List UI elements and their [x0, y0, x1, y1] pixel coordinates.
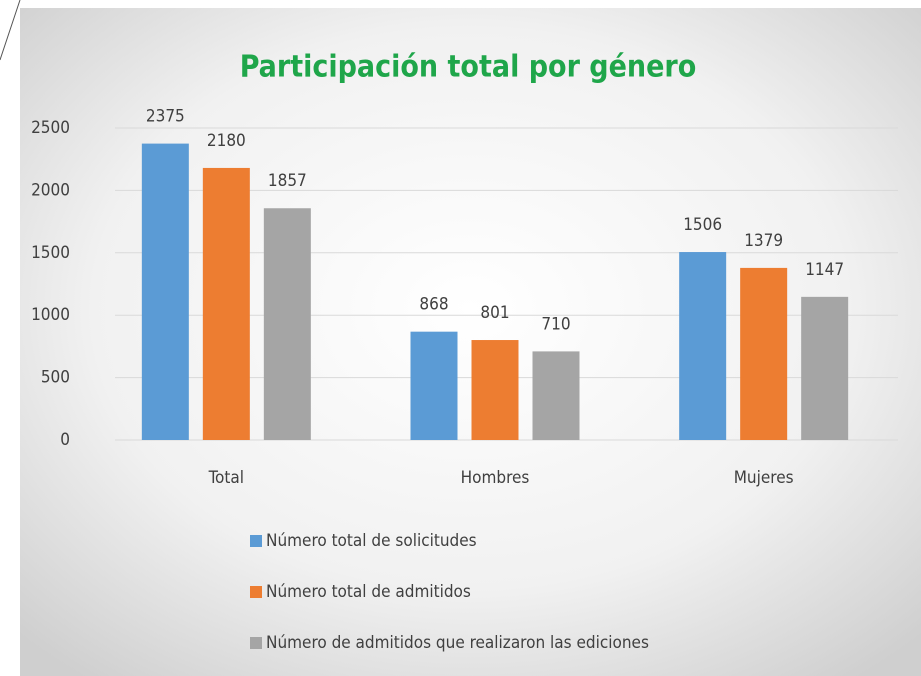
- x-tick-label: Total: [208, 468, 244, 488]
- bar: [679, 252, 727, 440]
- bar: [410, 331, 458, 440]
- y-tick-label: 0: [60, 430, 70, 450]
- legend-label: Número total de solicitudes: [266, 531, 477, 551]
- data-label: 710: [541, 314, 570, 334]
- bar: [263, 208, 311, 440]
- data-label: 2375: [146, 107, 185, 127]
- data-label: 1857: [268, 171, 307, 191]
- bar: [202, 167, 250, 440]
- bar: [141, 143, 189, 440]
- bar: [471, 340, 519, 440]
- y-tick-label: 1000: [31, 305, 70, 325]
- x-tick-label: Hombres: [461, 468, 530, 488]
- data-label: 1147: [805, 260, 844, 280]
- legend-swatch: [250, 535, 262, 547]
- legend-swatch: [250, 586, 262, 598]
- y-tick-label: 500: [41, 368, 70, 388]
- data-label: 801: [480, 303, 509, 323]
- data-label: 1506: [683, 215, 722, 235]
- legend-swatch: [250, 637, 262, 649]
- bar: [532, 351, 580, 440]
- bar: [740, 267, 788, 440]
- legend-label: Número total de admitidos: [266, 582, 471, 602]
- data-label: 1379: [744, 231, 783, 251]
- y-tick-label: 2500: [31, 118, 70, 138]
- data-label: 868: [419, 295, 448, 315]
- decoration-line: [0, 0, 21, 61]
- chart-title: Participación total por género: [240, 50, 697, 85]
- bar: [801, 296, 849, 440]
- legend-label: Número de admitidos que realizaron las e…: [266, 633, 649, 653]
- x-tick-label: Mujeres: [734, 468, 794, 488]
- y-tick-label: 2000: [31, 180, 70, 200]
- y-tick-label: 1500: [31, 243, 70, 263]
- data-label: 2180: [207, 131, 246, 151]
